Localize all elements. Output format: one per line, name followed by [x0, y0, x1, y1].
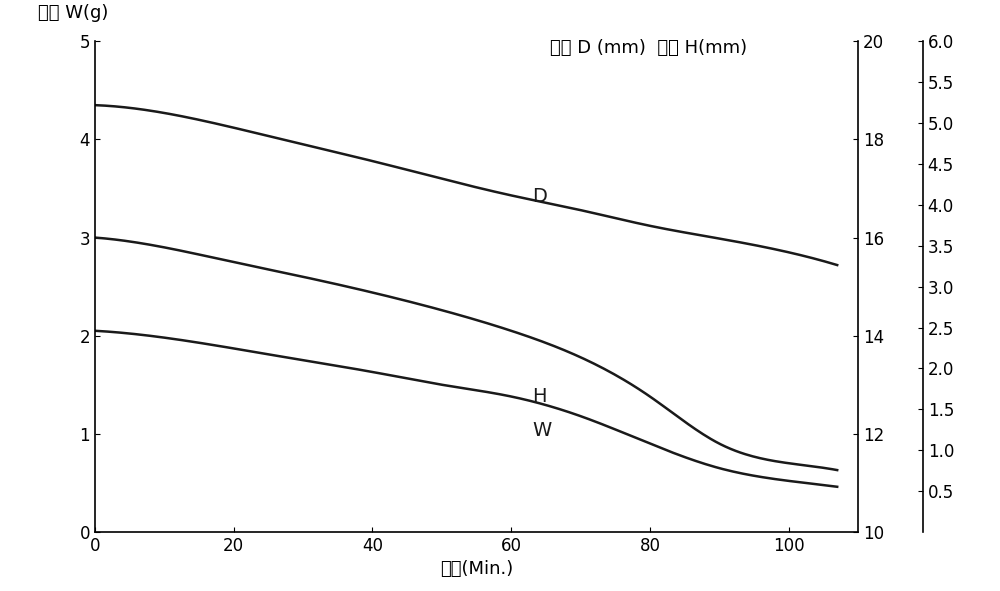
Text: 直径 D (mm)  厚度 H(mm): 直径 D (mm) 厚度 H(mm)	[550, 39, 747, 57]
X-axis label: 时间(Min.): 时间(Min.)	[440, 560, 513, 579]
Text: D: D	[532, 187, 547, 206]
Text: H: H	[532, 387, 546, 406]
Text: 重量 W(g): 重量 W(g)	[38, 4, 108, 22]
Text: W: W	[532, 421, 551, 440]
